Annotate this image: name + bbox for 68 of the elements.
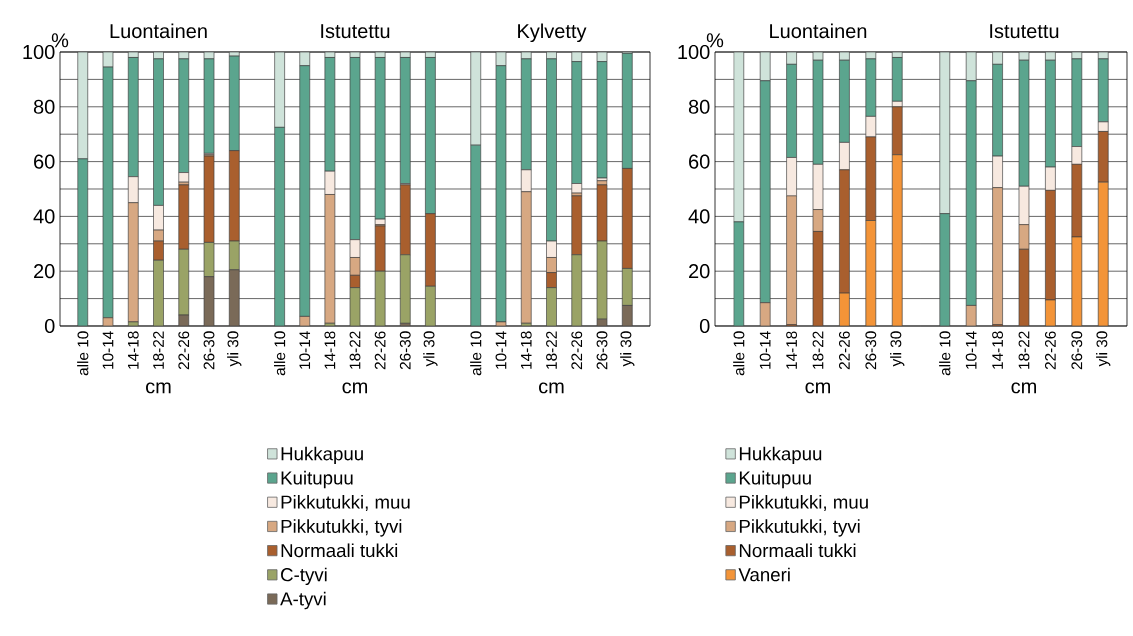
y-tick-label: 0	[699, 318, 710, 334]
x-tick-label: 22-26	[374, 331, 386, 370]
y-tick-label: 60	[34, 154, 55, 169]
legend-label: Vaneri	[738, 567, 790, 582]
legend-label: C-tyvi	[281, 567, 327, 586]
x-tick-label: 10-14	[759, 331, 771, 369]
x-tick-label: 14-18	[992, 331, 1004, 369]
y-tick-label: 80	[33, 99, 55, 114]
y-tick-label: 0	[44, 318, 55, 334]
x-axis-title: cm	[539, 382, 564, 394]
x-tick-label: 22-26	[178, 331, 190, 370]
x-tick-label: yli 30	[423, 331, 438, 367]
x-tick-label: 26-30	[399, 331, 411, 370]
x-tick-label: 18-22	[812, 331, 824, 369]
x-tick-label: 18-22	[546, 331, 557, 369]
y-tick-label: 80	[688, 99, 710, 114]
x-tick-label: 14-18	[520, 331, 532, 369]
chart-title: Luontainen	[770, 23, 867, 39]
x-tick-label: 14-18	[127, 331, 139, 369]
x-tick-label: alle 10	[470, 331, 482, 376]
x-tick-label: yli 30	[890, 331, 905, 367]
x-tick-label: 26-30	[1071, 331, 1083, 370]
x-tick-label: 22-26	[1044, 331, 1056, 370]
legend-label: Hukkapuu	[281, 446, 363, 465]
x-tick-label: 10-14	[965, 331, 977, 369]
x-tick-label: 26-30	[203, 331, 215, 370]
legend-label: Hukkapuu	[739, 446, 822, 465]
legend-label: Normaali tukki	[739, 543, 856, 558]
x-axis-title: cm	[342, 382, 367, 394]
chart-title: Istutettu	[990, 24, 1059, 39]
legend-label: Kuitupuu	[739, 470, 811, 489]
x-tick-label: 14-18	[786, 331, 798, 369]
chart-title: Istutettu	[321, 24, 390, 39]
x-tick-label: 26-30	[596, 331, 608, 370]
x-tick-label: alle 10	[733, 331, 745, 376]
y-tick-label: 40	[688, 209, 710, 224]
x-tick-label: 14-18	[324, 331, 336, 369]
x-axis-title: cm	[146, 382, 171, 394]
x-tick-label: 22-26	[838, 331, 850, 370]
legend-label: A-tyvi	[280, 591, 326, 610]
x-tick-label: alle 10	[939, 331, 951, 376]
y-tick-label: 20	[689, 264, 710, 279]
legend-label: Pikkutukki, muu	[281, 495, 410, 511]
x-tick-label: 10-14	[495, 331, 507, 369]
legend-label: Pikkutukki, tyvi	[281, 519, 402, 537]
y-tick-label: 40	[33, 209, 55, 224]
y-tick-label: 20	[34, 264, 55, 279]
x-tick-label: alle 10	[77, 331, 89, 376]
x-tick-label: 18-22	[349, 331, 361, 369]
y-tick-label: 60	[689, 154, 710, 169]
x-tick-label: yli 30	[227, 331, 242, 367]
x-tick-label: 18-22	[153, 331, 164, 369]
x-tick-label: 18-22	[1018, 331, 1030, 369]
chart-title: Luontainen	[110, 23, 207, 39]
legend-label: Normaali tukki	[281, 543, 398, 558]
legend-label: Pikkutukki, muu	[739, 495, 868, 511]
x-tick-label: 10-14	[299, 331, 311, 369]
x-tick-label: 22-26	[571, 331, 583, 370]
x-tick-label: alle 10	[274, 331, 286, 376]
x-tick-label: 10-14	[102, 331, 114, 369]
legend-label: Kuitupuu	[281, 470, 353, 489]
x-tick-label: 26-30	[865, 331, 877, 370]
x-tick-label: yli 30	[1096, 331, 1111, 367]
legend-label: Pikkutukki, tyvi	[739, 519, 860, 537]
x-tick-label: yli 30	[620, 331, 635, 367]
chart-title: Kylvetty	[518, 23, 587, 43]
x-axis-title: cm	[1011, 382, 1036, 394]
x-axis-title: cm	[805, 382, 830, 394]
